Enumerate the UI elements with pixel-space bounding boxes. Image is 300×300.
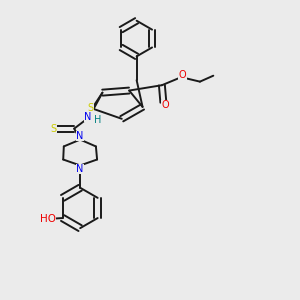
Text: N: N [76,164,84,174]
Text: HO: HO [40,214,56,224]
Text: H: H [94,115,102,125]
Text: O: O [178,70,186,80]
Text: N: N [76,131,84,141]
Text: S: S [51,124,57,134]
Text: S: S [88,103,94,113]
Text: N: N [84,112,91,122]
Text: O: O [161,100,169,110]
